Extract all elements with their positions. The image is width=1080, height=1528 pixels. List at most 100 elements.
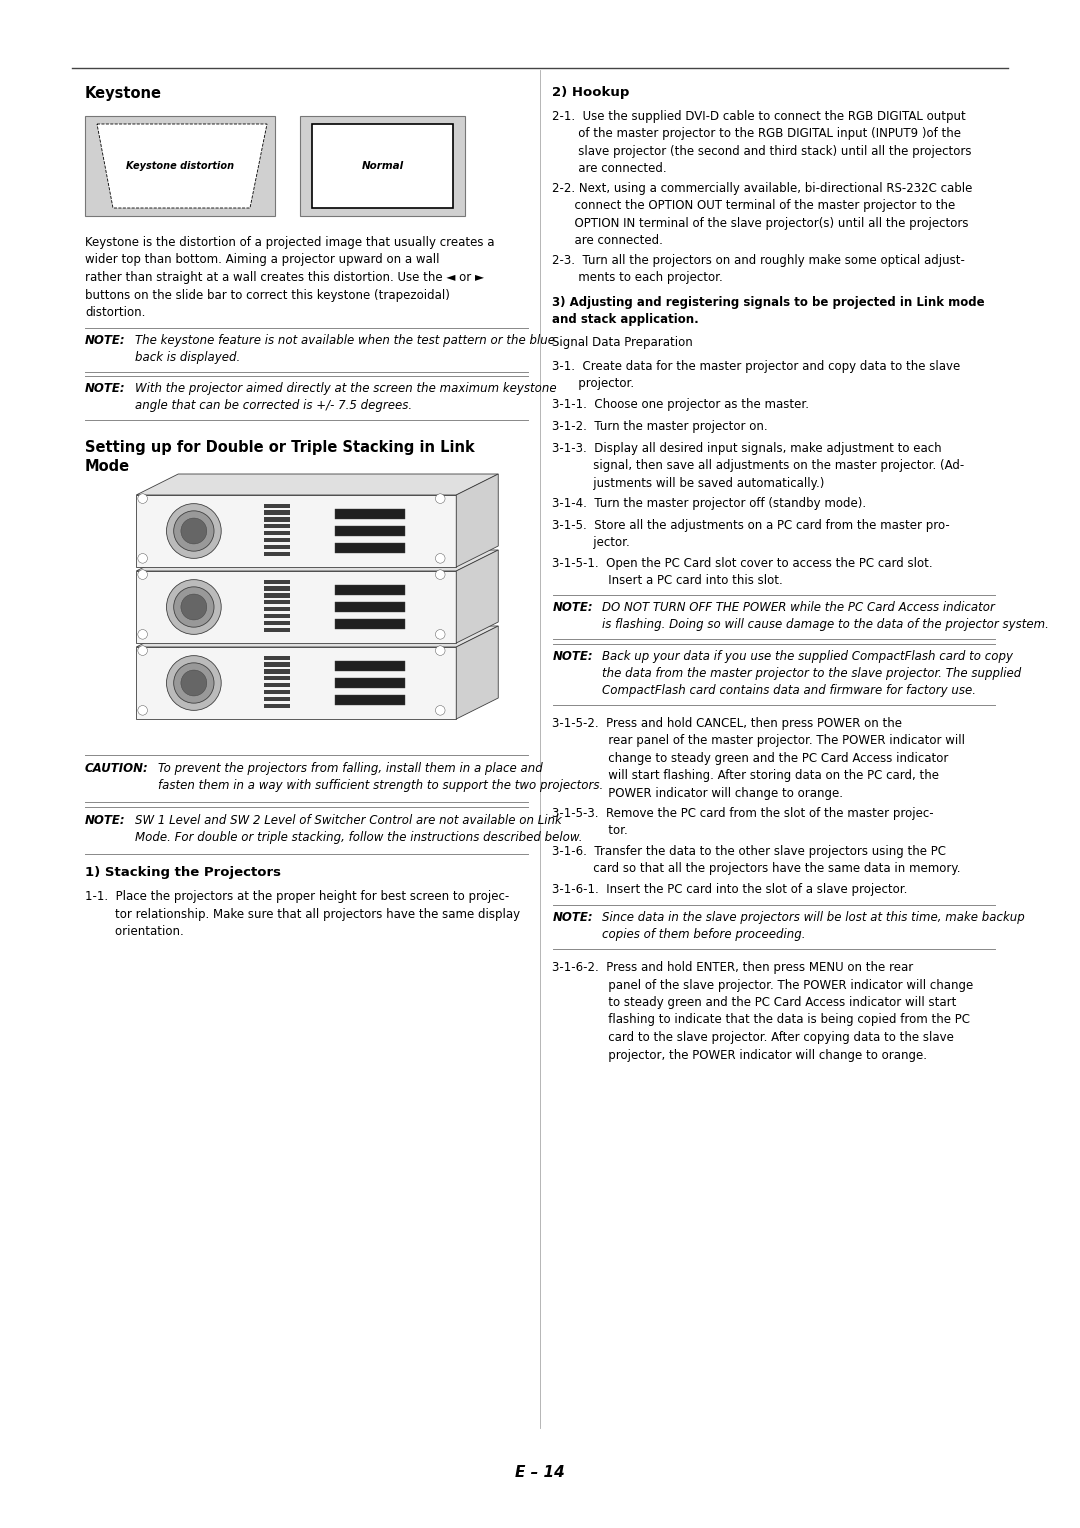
Bar: [265, 579, 289, 584]
Text: NOTE:: NOTE:: [85, 335, 125, 347]
Bar: [265, 697, 289, 701]
Text: Keystone distortion: Keystone distortion: [126, 160, 234, 171]
Bar: [265, 614, 289, 619]
Text: DO NOT TURN OFF THE POWER while the PC Card Access indicator
is flashing. Doing : DO NOT TURN OFF THE POWER while the PC C…: [603, 601, 1050, 631]
Text: Signal Data Preparation: Signal Data Preparation: [553, 336, 693, 348]
Circle shape: [138, 494, 148, 503]
Bar: [335, 678, 405, 688]
Bar: [265, 607, 289, 611]
Text: 3-1-6-2.  Press and hold ENTER, then press MENU on the rear
               panel: 3-1-6-2. Press and hold ENTER, then pres…: [553, 961, 974, 1062]
Text: Normal: Normal: [362, 160, 404, 171]
Bar: [265, 510, 289, 515]
Polygon shape: [136, 474, 498, 495]
Text: NOTE:: NOTE:: [553, 911, 593, 924]
Circle shape: [435, 553, 445, 564]
Circle shape: [174, 510, 214, 552]
Bar: [265, 532, 289, 535]
Text: NOTE:: NOTE:: [85, 814, 125, 827]
Text: 3-1-5-3.  Remove the PC card from the slot of the master projec-
               : 3-1-5-3. Remove the PC card from the slo…: [553, 807, 934, 837]
Text: 3-1-3.  Display all desired input signals, make adjustment to each
           si: 3-1-3. Display all desired input signals…: [553, 442, 964, 490]
Bar: [265, 552, 289, 556]
Text: To prevent the projectors from falling, install them in a place and
fasten them : To prevent the projectors from falling, …: [158, 762, 604, 792]
Circle shape: [435, 646, 445, 656]
Bar: [85, 116, 275, 215]
Bar: [265, 544, 289, 549]
Bar: [265, 504, 289, 507]
Circle shape: [138, 706, 148, 715]
Text: SW 1 Level and SW 2 Level of Switcher Control are not available on Link
Mode. Fo: SW 1 Level and SW 2 Level of Switcher Co…: [135, 814, 582, 843]
Bar: [265, 593, 289, 597]
Bar: [335, 526, 405, 536]
Text: Since data in the slave projectors will be lost at this time, make backup
copies: Since data in the slave projectors will …: [603, 911, 1025, 941]
Circle shape: [180, 594, 206, 620]
Text: 3-1.  Create data for the master projector and copy data to the slave
       pro: 3-1. Create data for the master projecto…: [553, 361, 961, 391]
Circle shape: [174, 587, 214, 626]
Bar: [335, 542, 405, 553]
Polygon shape: [136, 646, 456, 720]
Bar: [265, 524, 289, 529]
Text: 3-1-4.  Turn the master projector off (standby mode).: 3-1-4. Turn the master projector off (st…: [553, 497, 866, 510]
Bar: [265, 620, 289, 625]
Text: Back up your data if you use the supplied CompactFlash card to copy
the data fro: Back up your data if you use the supplie…: [603, 649, 1022, 697]
Bar: [265, 601, 289, 605]
Bar: [335, 509, 405, 520]
Text: 2-1.  Use the supplied DVI-D cable to connect the RGB DIGITAL output
       of t: 2-1. Use the supplied DVI-D cable to con…: [553, 110, 972, 176]
Text: 3-1-5-2.  Press and hold CANCEL, then press POWER on the
               rear pan: 3-1-5-2. Press and hold CANCEL, then pre…: [553, 717, 966, 801]
Text: 1-1.  Place the projectors at the proper height for best screen to projec-
     : 1-1. Place the projectors at the proper …: [85, 889, 521, 938]
Bar: [300, 116, 465, 215]
Text: 3-1-6-1.  Insert the PC card into the slot of a slave projector.: 3-1-6-1. Insert the PC card into the slo…: [553, 883, 908, 895]
Text: 2-2. Next, using a commercially available, bi-directional RS-232C cable
      co: 2-2. Next, using a commercially availabl…: [553, 182, 973, 248]
Bar: [265, 703, 289, 707]
Bar: [335, 662, 405, 671]
Text: 1) Stacking the Projectors: 1) Stacking the Projectors: [85, 866, 281, 879]
Circle shape: [138, 646, 148, 656]
Polygon shape: [136, 571, 456, 643]
Bar: [265, 689, 289, 694]
Text: CAUTION:: CAUTION:: [85, 762, 149, 775]
Polygon shape: [456, 474, 498, 567]
Text: 2) Hookup: 2) Hookup: [553, 86, 630, 99]
Text: Setting up for Double or Triple Stacking in Link
Mode: Setting up for Double or Triple Stacking…: [85, 440, 475, 474]
Circle shape: [435, 630, 445, 639]
Bar: [265, 677, 289, 680]
Text: NOTE:: NOTE:: [553, 649, 593, 663]
Text: The keystone feature is not available when the test pattern or the blue
back is : The keystone feature is not available wh…: [135, 335, 555, 364]
Bar: [265, 669, 289, 674]
Text: With the projector aimed directly at the screen the maximum keystone
angle that : With the projector aimed directly at the…: [135, 382, 556, 413]
Text: E – 14: E – 14: [515, 1465, 565, 1481]
Text: Keystone is the distortion of a projected image that usually creates a
wider top: Keystone is the distortion of a projecte…: [85, 235, 495, 319]
Bar: [265, 663, 289, 666]
Bar: [265, 683, 289, 688]
Polygon shape: [456, 626, 498, 720]
Bar: [335, 585, 405, 596]
Polygon shape: [97, 124, 267, 208]
Text: 3-1-5-1.  Open the PC Card slot cover to access the PC card slot.
              : 3-1-5-1. Open the PC Card slot cover to …: [553, 558, 933, 587]
Text: Keystone: Keystone: [85, 86, 162, 101]
Circle shape: [435, 706, 445, 715]
Text: 3-1-1.  Choose one projector as the master.: 3-1-1. Choose one projector as the maste…: [553, 397, 810, 411]
Circle shape: [435, 570, 445, 579]
Bar: [265, 538, 289, 542]
Circle shape: [166, 656, 221, 711]
Text: 3-1-2.  Turn the master projector on.: 3-1-2. Turn the master projector on.: [553, 420, 768, 432]
Text: 3-1-6.  Transfer the data to the other slave projectors using the PC
           : 3-1-6. Transfer the data to the other sl…: [553, 845, 961, 876]
Text: NOTE:: NOTE:: [85, 382, 125, 396]
Bar: [265, 656, 289, 660]
Bar: [312, 124, 453, 208]
Circle shape: [138, 570, 148, 579]
Circle shape: [166, 504, 221, 558]
Bar: [335, 695, 405, 704]
Text: NOTE:: NOTE:: [553, 601, 593, 614]
Circle shape: [138, 553, 148, 564]
Circle shape: [138, 630, 148, 639]
Bar: [335, 619, 405, 628]
Circle shape: [174, 663, 214, 703]
Polygon shape: [136, 626, 498, 646]
Circle shape: [180, 518, 206, 544]
Polygon shape: [136, 495, 456, 567]
Bar: [335, 602, 405, 613]
Circle shape: [435, 494, 445, 503]
Circle shape: [180, 671, 206, 695]
Text: 3) Adjusting and registering signals to be projected in Link mode
and stack appl: 3) Adjusting and registering signals to …: [553, 296, 985, 325]
Circle shape: [166, 579, 221, 634]
